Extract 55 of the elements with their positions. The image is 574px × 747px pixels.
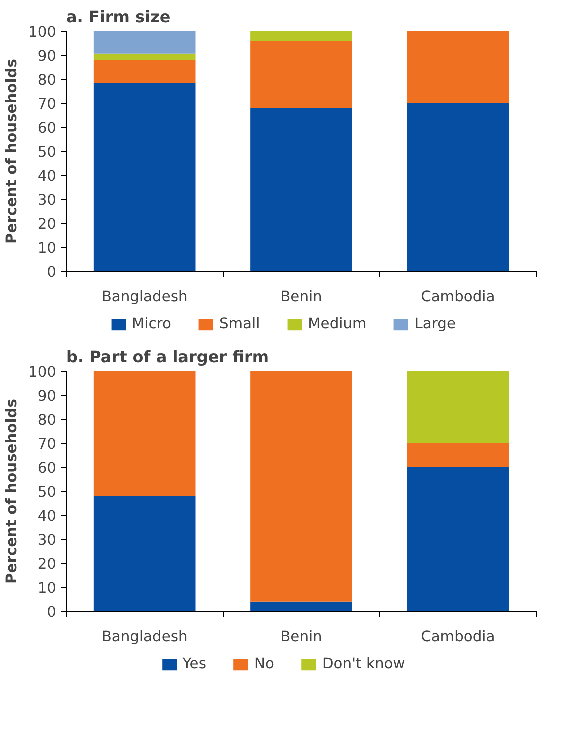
bar (407, 372, 510, 444)
y-tick-label: 100 (28, 24, 57, 41)
y-tick-label: 70 (38, 436, 57, 453)
y-tick-label: 60 (38, 460, 57, 477)
legend-label: Don't know (322, 656, 406, 672)
bar (407, 468, 510, 612)
y-tick-label: 90 (38, 388, 57, 405)
bar (94, 496, 196, 612)
y-tick-label: 100 (28, 364, 57, 381)
bar (250, 108, 352, 272)
y-tick-label: 90 (38, 48, 57, 65)
y-tick-label: 0 (47, 264, 57, 281)
y-tick-label: 40 (38, 168, 57, 185)
bar (250, 32, 352, 42)
y-tick-label: 70 (38, 96, 57, 113)
legend-label: Micro (132, 316, 172, 332)
bar (94, 60, 196, 84)
bar (94, 372, 196, 496)
y-axis-title: Percent of households (4, 58, 21, 244)
x-tick-label: Benin (280, 628, 322, 646)
y-tick-label: 60 (38, 120, 57, 137)
chart-title: b. Part of a larger firm (66, 348, 270, 366)
legend-label: Small (219, 316, 260, 332)
y-tick-label: 50 (38, 144, 57, 161)
legend-label: No (254, 656, 274, 672)
bar (407, 32, 510, 104)
bar (407, 104, 510, 272)
y-tick-label: 20 (38, 556, 57, 573)
bar (407, 444, 510, 468)
legend-label: Medium (308, 316, 367, 332)
x-tick-label: Benin (280, 288, 322, 306)
bar (250, 602, 352, 612)
y-tick-label: 10 (38, 240, 57, 257)
y-tick-label: 20 (38, 216, 57, 233)
bar (94, 54, 196, 60)
legend-label: Large (414, 316, 456, 332)
y-tick-label: 80 (38, 412, 57, 429)
x-tick-label: Cambodia (421, 288, 496, 306)
y-tick-label: 30 (38, 192, 57, 209)
y-tick-label: 10 (38, 580, 57, 597)
bar (94, 83, 196, 272)
y-tick-label: 0 (47, 604, 57, 621)
bar (250, 41, 352, 108)
y-tick-label: 50 (38, 484, 57, 501)
legend-label: Yes (182, 656, 206, 672)
y-axis-title: Percent of households (4, 398, 21, 584)
x-tick-label: Bangladesh (102, 288, 188, 306)
y-tick-label: 30 (38, 532, 57, 549)
bar (250, 372, 352, 602)
x-tick-label: Cambodia (421, 628, 496, 646)
y-tick-label: 40 (38, 508, 57, 525)
chart-title: a. Firm size (66, 8, 171, 26)
x-tick-label: Bangladesh (102, 628, 188, 646)
y-tick-label: 80 (38, 72, 57, 89)
bar (94, 32, 196, 54)
